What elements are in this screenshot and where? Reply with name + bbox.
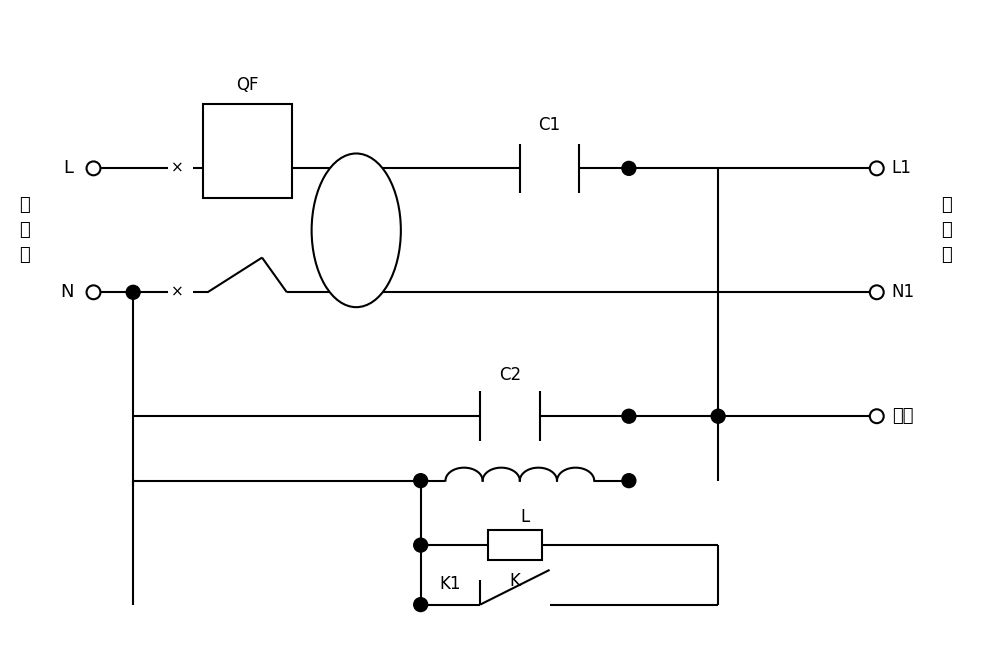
Text: N1: N1: [892, 283, 915, 301]
Text: C1: C1: [539, 115, 561, 134]
Text: K1: K1: [440, 574, 461, 593]
Circle shape: [622, 474, 636, 488]
Circle shape: [870, 162, 884, 175]
Circle shape: [711, 409, 725, 423]
Circle shape: [414, 474, 428, 488]
Circle shape: [414, 598, 428, 612]
Text: L: L: [520, 509, 529, 526]
Text: L: L: [64, 159, 74, 177]
Circle shape: [870, 409, 884, 423]
Circle shape: [87, 162, 100, 175]
Bar: [488, 530, 542, 560]
Text: ×: ×: [171, 285, 184, 300]
Circle shape: [414, 538, 428, 552]
Text: QF: QF: [236, 76, 258, 94]
Circle shape: [622, 409, 636, 423]
Text: 出
线
端: 出 线 端: [941, 196, 952, 264]
Bar: [203, 104, 292, 198]
Circle shape: [870, 286, 884, 299]
Text: N: N: [60, 283, 74, 301]
Circle shape: [622, 162, 636, 175]
Text: 地线: 地线: [892, 408, 913, 425]
Text: C2: C2: [499, 366, 521, 385]
Ellipse shape: [312, 153, 401, 307]
Circle shape: [126, 286, 140, 299]
Text: K: K: [509, 572, 520, 590]
Text: L1: L1: [892, 159, 912, 177]
Text: 进
线
端: 进 线 端: [19, 196, 29, 264]
Circle shape: [87, 286, 100, 299]
Text: ×: ×: [171, 161, 184, 176]
